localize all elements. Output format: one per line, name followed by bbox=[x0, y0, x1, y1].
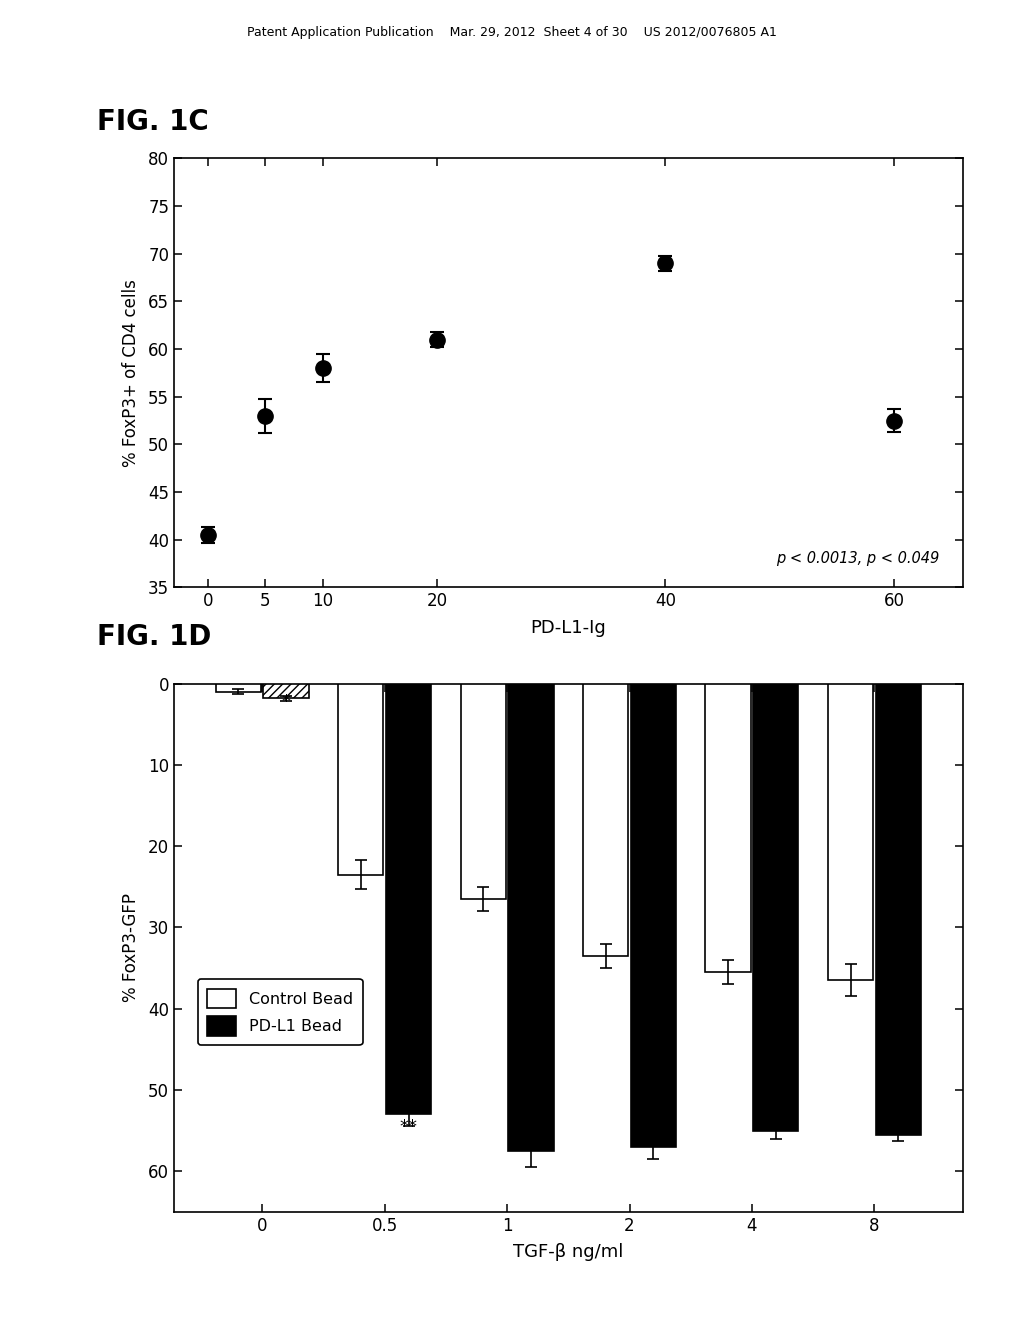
Text: *: * bbox=[282, 693, 291, 710]
Bar bbox=[263, 684, 309, 698]
Text: p < 0.0013, p < 0.049: p < 0.0013, p < 0.049 bbox=[775, 550, 939, 566]
Legend: Control Bead, PD-L1 Bead: Control Bead, PD-L1 Bead bbox=[198, 979, 362, 1045]
Bar bbox=[461, 684, 506, 899]
Bar bbox=[583, 684, 629, 956]
Bar bbox=[508, 684, 554, 1151]
Text: Patent Application Publication    Mar. 29, 2012  Sheet 4 of 30    US 2012/007680: Patent Application Publication Mar. 29, … bbox=[247, 26, 777, 40]
Text: **: ** bbox=[399, 1118, 418, 1137]
X-axis label: TGF-β ng/ml: TGF-β ng/ml bbox=[513, 1243, 624, 1261]
Bar bbox=[338, 684, 383, 875]
Text: FIG. 1D: FIG. 1D bbox=[97, 623, 212, 651]
Bar bbox=[876, 684, 921, 1135]
Bar bbox=[754, 684, 799, 1130]
Bar bbox=[827, 684, 873, 981]
Text: FIG. 1C: FIG. 1C bbox=[97, 108, 209, 136]
Bar bbox=[631, 684, 676, 1147]
Bar bbox=[706, 684, 751, 972]
Y-axis label: % FoxP3-GFP: % FoxP3-GFP bbox=[122, 894, 139, 1002]
Y-axis label: % FoxP3+ of CD4 cells: % FoxP3+ of CD4 cells bbox=[122, 279, 139, 467]
Bar bbox=[216, 684, 261, 692]
Bar bbox=[386, 684, 431, 1114]
X-axis label: PD-L1-Ig: PD-L1-Ig bbox=[530, 619, 606, 636]
